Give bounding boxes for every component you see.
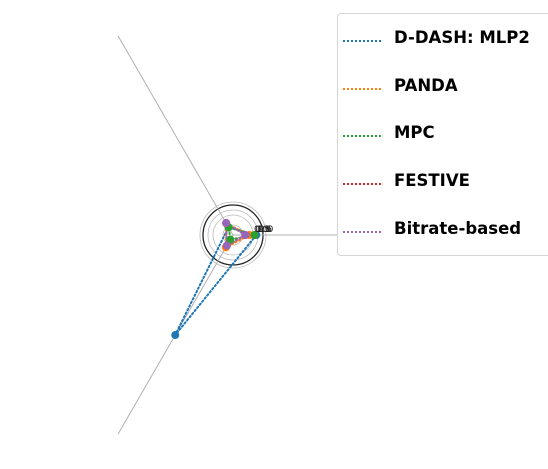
radial-tick-label: 1.5 xyxy=(258,225,272,235)
legend-label-panda: PANDA xyxy=(394,76,458,95)
legend-swatch-ddash xyxy=(343,40,381,42)
radial-tick-labels: 0.00.51.01.52.0 xyxy=(254,225,274,235)
data-point-0-2 xyxy=(171,331,180,340)
legend-swatch-bitrate xyxy=(343,231,381,233)
legend-entry-bitrate: Bitrate-based xyxy=(338,217,548,247)
axis-spoke xyxy=(117,35,234,236)
radial-tick-label: 1.0 xyxy=(257,225,272,235)
data-point-4-0 xyxy=(241,231,250,239)
legend-label-bitrate: Bitrate-based xyxy=(394,219,522,238)
radial-tick-label: 0.0 xyxy=(254,225,269,235)
radial-tick-label: 0.5 xyxy=(255,225,269,235)
series-lines xyxy=(174,221,259,336)
series-line-0 xyxy=(174,226,259,336)
legend-entry-festive: FESTIVE xyxy=(338,169,548,199)
data-point-4-2 xyxy=(222,241,231,250)
data-point-4-1 xyxy=(222,219,231,228)
legend-label-ddash: D-DASH: MLP2 xyxy=(394,28,530,47)
data-point-2-0 xyxy=(250,231,259,239)
legend-entry-panda: PANDA xyxy=(338,74,548,104)
legend-label-mpc: MPC xyxy=(394,123,435,142)
legend-entry-ddash: D-DASH: MLP2 xyxy=(338,26,548,56)
data-point-2-2 xyxy=(226,235,235,244)
legend-swatch-mpc xyxy=(343,135,381,137)
legend: D-DASH: MLP2 PANDA MPC FESTIVE Bitrate-b… xyxy=(337,13,548,256)
series-line-4 xyxy=(225,221,248,248)
radial-tick-label: 2.0 xyxy=(259,225,274,235)
series-points xyxy=(171,219,261,340)
legend-entry-mpc: MPC xyxy=(338,121,548,151)
legend-swatch-panda xyxy=(343,88,381,90)
legend-label-festive: FESTIVE xyxy=(394,171,470,190)
legend-swatch-festive xyxy=(343,183,381,185)
